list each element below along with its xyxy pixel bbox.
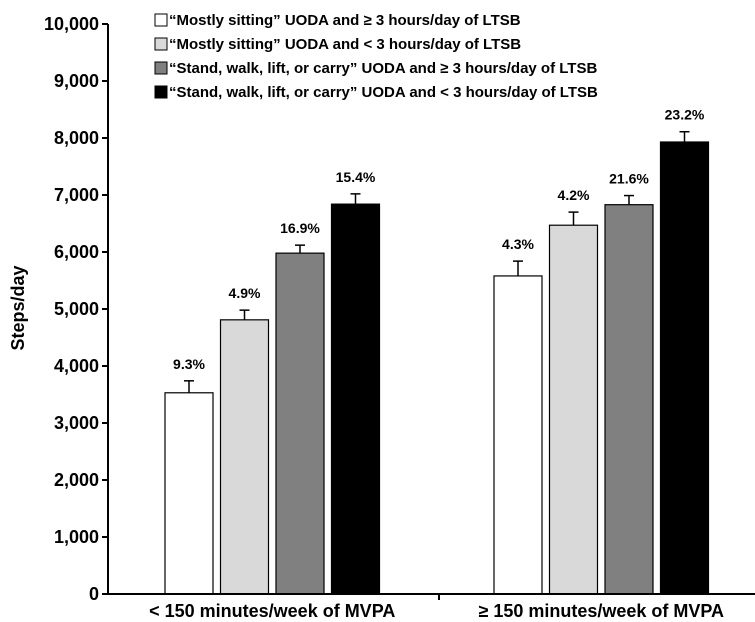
legend-swatch (154, 85, 168, 99)
data-label: 23.2% (665, 107, 705, 123)
legend-swatch (154, 37, 168, 51)
y-tick-label: 2,000 (54, 470, 99, 490)
x-axis: < 150 minutes/week of MVPA ≥ 150 minutes/… (108, 593, 755, 621)
bar (330, 203, 381, 595)
y-tick-label: 5,000 (54, 299, 99, 319)
legend-label: “Mostly sitting” UODA and ≥ 3 hours/day … (169, 12, 521, 29)
y-tick-label: 6,000 (54, 242, 99, 262)
bar (659, 141, 710, 595)
y-tick-label: 8,000 (54, 128, 99, 148)
legend-label: “Mostly sitting” UODA and < 3 hours/day … (169, 36, 521, 53)
data-label: 4.2% (558, 187, 590, 203)
legend-swatch (154, 61, 168, 75)
data-label: 21.6% (609, 171, 649, 187)
bars: 9.3% 4.9% 16.9% 15.4% 4.3% 4.2% 21.6% 23.2% (164, 107, 710, 595)
y-axis: 0 1,000 2,000 3,000 4,000 5,000 6,000 7,000 8,00… (44, 14, 109, 604)
y-tick-label: 10,000 (44, 14, 99, 34)
category-label: < 150 minutes/week of MVPA (149, 601, 395, 621)
bar (604, 204, 654, 595)
bar (548, 224, 599, 595)
legend: “Mostly sitting” UODA and ≥ 3 hours/day … (154, 12, 598, 101)
bar (275, 252, 325, 595)
y-tick-label: 9,000 (54, 71, 99, 91)
y-tick-label: 0 (89, 584, 99, 604)
y-tick-label: 4,000 (54, 356, 99, 376)
data-label: 4.3% (502, 236, 534, 252)
data-label: 9.3% (173, 356, 205, 372)
data-label: 15.4% (336, 169, 376, 185)
legend-label: “Stand, walk, lift, or carry” UODA and ≥… (169, 60, 597, 77)
y-axis-label: Steps/day (8, 265, 28, 350)
data-label: 4.9% (229, 285, 261, 301)
legend-label: “Stand, walk, lift, or carry” UODA and <… (169, 84, 598, 101)
y-tick-label: 3,000 (54, 413, 99, 433)
category-label: ≥ 150 minutes/week of MVPA (478, 601, 724, 621)
y-tick-label: 1,000 (54, 527, 99, 547)
bar (493, 275, 543, 595)
bar (219, 319, 270, 595)
data-label: 16.9% (280, 220, 320, 236)
y-tick-label: 7,000 (54, 185, 99, 205)
legend-swatch (154, 13, 168, 27)
bar (164, 392, 214, 595)
